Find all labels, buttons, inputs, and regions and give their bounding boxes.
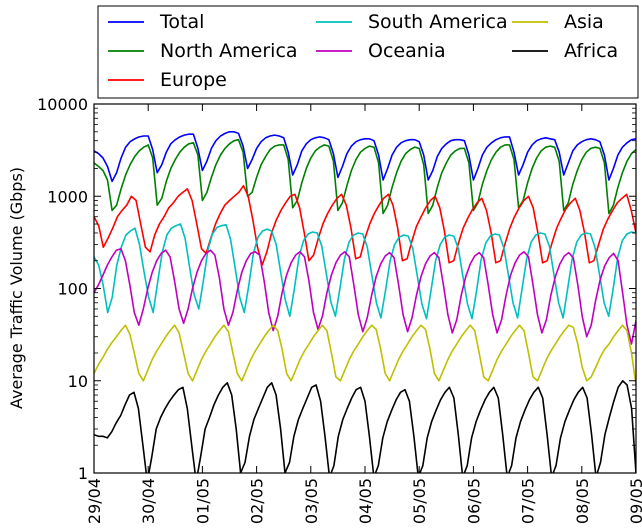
- y-tick-label: 100: [57, 280, 88, 299]
- y-tick-label: 10: [68, 372, 88, 391]
- x-tick-label: 06/05: [464, 478, 483, 524]
- y-axis-title: Average Traffic Volume (Gbps): [7, 167, 26, 409]
- legend-label-africa: Africa: [564, 40, 618, 62]
- axis-layer: 1 10 100 1000 10000 29/04 30/04 01/05 02/05 03/05…: [37, 95, 642, 524]
- y-tick-label: 1: [78, 464, 88, 483]
- legend-label-europe: Europe: [160, 69, 227, 91]
- legend-label-south-america: South America: [368, 11, 508, 33]
- legend: Total North America Europe South America Oce…: [97, 5, 639, 99]
- x-tick-label: 04/05: [356, 478, 375, 524]
- series-layer: [94, 131, 636, 473]
- legend-label-asia: Asia: [564, 11, 604, 33]
- x-tick-label: 05/05: [410, 478, 429, 524]
- x-tick-label: 08/05: [573, 478, 592, 524]
- series-line-oceania: [94, 247, 636, 345]
- series-line-africa: [94, 379, 636, 473]
- y-tick-label: 10000: [37, 95, 88, 114]
- x-tick-label: 07/05: [519, 478, 538, 524]
- legend-label-oceania: Oceania: [368, 40, 446, 62]
- series-line-asia: [94, 324, 636, 386]
- x-tick-label: 30/04: [139, 478, 158, 524]
- x-tick-label: 09/05: [627, 478, 642, 524]
- x-tick-label: 02/05: [248, 478, 267, 524]
- legend-label-north-america: North America: [160, 40, 298, 62]
- x-tick-label: 29/04: [85, 478, 104, 524]
- x-tick-label: 01/05: [193, 478, 212, 524]
- x-tick-label: 03/05: [302, 478, 321, 524]
- series-line-north-america: [94, 138, 636, 215]
- series-line-south-america: [94, 223, 636, 320]
- legend-label-total: Total: [159, 11, 204, 33]
- series-group: [94, 131, 636, 473]
- series-line-total: [94, 131, 636, 183]
- y-tick-label: 1000: [47, 187, 88, 206]
